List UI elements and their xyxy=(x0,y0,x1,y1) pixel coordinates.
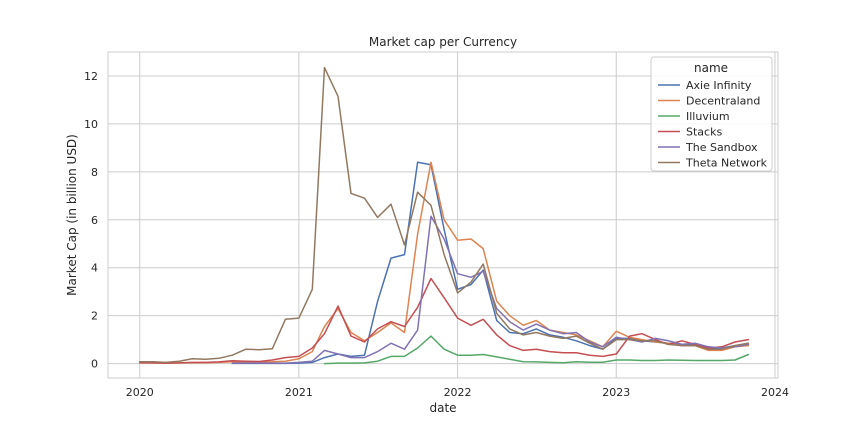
chart-title: Market cap per Currency xyxy=(369,35,517,49)
y-tick-label: 8 xyxy=(91,166,98,179)
legend-label: Axie Infinity xyxy=(686,79,752,92)
y-tick-label: 4 xyxy=(91,262,98,275)
y-tick-label: 6 xyxy=(91,214,98,227)
x-tick-label: 2023 xyxy=(602,386,630,399)
legend-label: The Sandbox xyxy=(685,141,758,154)
y-tick-label: 12 xyxy=(84,70,98,83)
legend-label: Illuvium xyxy=(686,110,730,123)
y-tick-label: 0 xyxy=(91,358,98,371)
x-tick-label: 2022 xyxy=(444,386,472,399)
x-tick-label: 2021 xyxy=(285,386,313,399)
legend-title: name xyxy=(694,61,728,75)
y-tick-label: 2 xyxy=(91,310,98,323)
legend-label: Theta Network xyxy=(685,157,768,170)
y-tick-label: 10 xyxy=(84,118,98,131)
y-axis-ticks: 0 2 4 6 8 10 12 xyxy=(84,70,98,371)
x-axis-title: date xyxy=(429,401,456,415)
series-line-illuvium xyxy=(323,335,750,365)
legend-label: Stacks xyxy=(686,126,722,139)
legend-items: Axie Infinity Decentraland Illuvium Stacks T… xyxy=(658,79,768,170)
y-axis-title: Market Cap (in billion USD) xyxy=(65,134,79,296)
x-axis-ticks: 2020 2021 2022 2023 2024 xyxy=(126,386,789,399)
legend: name Axie Infinity Decentraland Illuvium St… xyxy=(650,56,773,172)
x-tick-label: 2024 xyxy=(761,386,789,399)
series-line-theta-network xyxy=(138,66,750,364)
series-lines xyxy=(138,66,750,365)
legend-box xyxy=(650,56,773,172)
series-line-stacks xyxy=(138,277,750,364)
legend-label: Decentraland xyxy=(686,95,760,108)
x-tick-label: 2020 xyxy=(126,386,154,399)
